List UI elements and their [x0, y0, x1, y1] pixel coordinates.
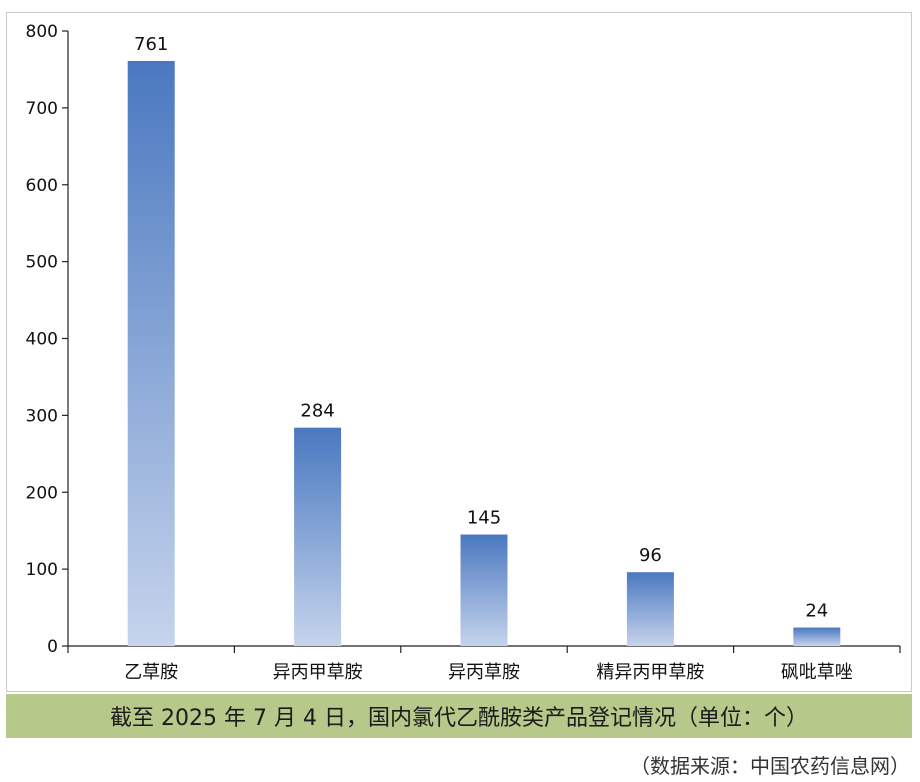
x-tick-label: 乙草胺	[124, 662, 178, 683]
y-tick-label: 200	[26, 483, 58, 503]
data-label: 96	[639, 545, 662, 566]
data-label: 145	[467, 508, 501, 529]
x-tick-label: 精异丙甲草胺	[596, 662, 704, 683]
data-label: 284	[300, 401, 334, 422]
bar	[127, 60, 175, 646]
chart-caption: 截至 2025 年 7 月 4 日，国内氯代乙酰胺类产品登记情况（单位：个）	[110, 706, 808, 731]
data-label: 761	[134, 34, 168, 55]
bar-chart: 0 100 200 300 400 500 600 700 800 761 乙草胺 284 异丙甲草胺 1…	[26, 22, 901, 683]
source-note: （数据来源：中国农药信息网）	[630, 754, 910, 778]
y-tick-label: 300	[26, 406, 58, 426]
x-tick-label: 异丙草胺	[448, 662, 520, 683]
x-tick-label: 砜吡草唑	[781, 662, 853, 683]
y-tick-label: 0	[47, 637, 58, 657]
y-tick-label: 500	[26, 253, 58, 273]
data-label: 24	[805, 601, 828, 622]
bars	[127, 60, 841, 646]
bar	[460, 534, 508, 646]
y-tick-label: 400	[26, 330, 58, 350]
y-tick-label: 100	[26, 560, 58, 580]
caption-band: 截至 2025 年 7 月 4 日，国内氯代乙酰胺类产品登记情况（单位：个）	[6, 694, 912, 738]
bar	[626, 572, 674, 646]
bar	[294, 427, 342, 646]
labels: 0 100 200 300 400 500 600 700 800 761 乙草胺 284 异丙甲草胺 1…	[26, 22, 853, 683]
bar	[793, 627, 841, 646]
x-tick-label: 异丙甲草胺	[273, 662, 363, 683]
y-tick-label: 800	[26, 22, 58, 42]
y-tick-label: 700	[26, 99, 58, 119]
y-tick-label: 600	[26, 176, 58, 196]
